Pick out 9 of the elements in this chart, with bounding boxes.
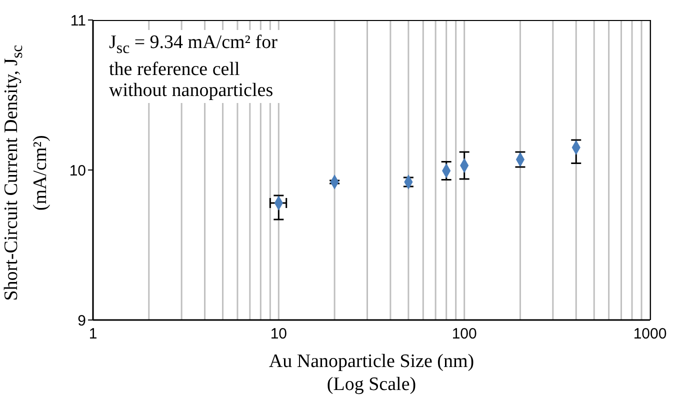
- x-axis-title: Au Nanoparticle Size (nm) (Log Scale): [268, 350, 476, 396]
- y-tick-label: 9: [78, 312, 86, 330]
- y-tick-label: 11: [70, 12, 86, 30]
- annotation: J$_{sc}$ = 9.34 mA/cm² for the reference cell without nanoparticles: [109, 32, 278, 101]
- x-tick-label: 1000: [633, 326, 667, 343]
- x-tick-label: 100: [452, 326, 477, 343]
- x-tick-label: 10: [270, 326, 288, 343]
- y-tick-label: 10: [69, 162, 86, 180]
- x-tick-label: 1: [88, 326, 98, 343]
